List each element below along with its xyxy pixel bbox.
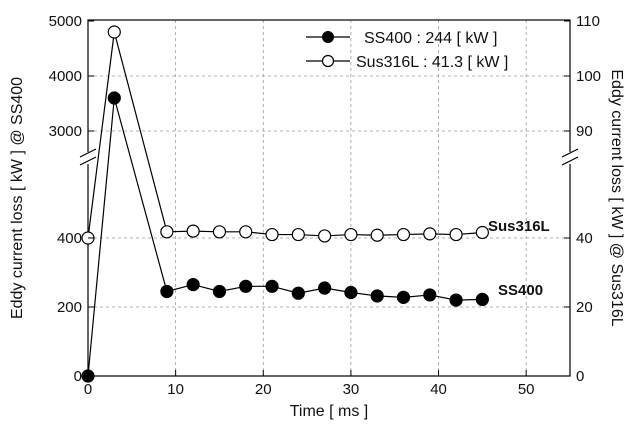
x-tick-label: 20 bbox=[255, 381, 272, 398]
x-tick-label: 10 bbox=[167, 381, 184, 398]
axis-break-slash bbox=[79, 148, 97, 158]
data-point-ss400 bbox=[265, 279, 279, 293]
axis-break-slash bbox=[561, 156, 579, 166]
right-y-tick-label: 100 bbox=[576, 68, 601, 85]
data-point-sus316l bbox=[318, 229, 332, 243]
data-point-sus316l bbox=[107, 25, 121, 39]
data-point-ss400 bbox=[475, 292, 489, 307]
plot-frame bbox=[87, 19, 571, 377]
series-line-ss400 bbox=[87, 97, 483, 377]
left-y-tick-label: 200 bbox=[57, 299, 82, 316]
right-y-tick-label: 110 bbox=[576, 13, 600, 30]
axis-break-slash bbox=[561, 148, 579, 158]
data-point-ss400 bbox=[344, 285, 358, 300]
series-end-label-ss400: SS400 bbox=[498, 282, 543, 299]
right-y-tick-label: 20 bbox=[576, 299, 593, 316]
data-point-sus316l bbox=[396, 227, 411, 242]
data-point-ss400 bbox=[239, 279, 253, 293]
x-tick-label: 30 bbox=[343, 381, 360, 398]
right-y-tick-label: 90 bbox=[576, 123, 593, 140]
series-end-label-sus316l: Sus316L bbox=[488, 218, 550, 235]
data-point-ss400 bbox=[291, 286, 305, 300]
data-point-sus316l bbox=[475, 225, 489, 240]
left-y-axis-label: Eddy current loss [ kW ] @ SS400 bbox=[9, 77, 26, 319]
legend-marker-sus316l bbox=[321, 54, 335, 68]
legend-marker-ss400 bbox=[322, 31, 334, 43]
left-y-tick-label: 4000 bbox=[49, 68, 82, 85]
axis-break-marks bbox=[79, 148, 579, 166]
data-point-sus316l bbox=[423, 227, 437, 241]
data-point-sus316l bbox=[344, 227, 358, 242]
data-point-sus316l bbox=[265, 227, 279, 242]
data-point-sus316l bbox=[239, 225, 253, 239]
data-point-ss400 bbox=[186, 277, 200, 292]
data-point-sus316l bbox=[449, 227, 463, 242]
legend-label-sus316l: Sus316L : 41.3 [ kW ] bbox=[356, 54, 508, 71]
data-point-ss400 bbox=[107, 91, 121, 105]
data-point-ss400 bbox=[449, 293, 463, 307]
data-point-ss400 bbox=[318, 281, 332, 295]
left-y-tick-label: 5000 bbox=[49, 13, 82, 30]
data-point-ss400 bbox=[160, 284, 174, 299]
left-y-tick-label: 400 bbox=[57, 230, 82, 247]
series-layer bbox=[81, 25, 489, 383]
data-point-sus316l bbox=[370, 228, 384, 242]
tick-layer: 0 10 20 30 40 50 0 200 400 3000 4000 5000 0 20 40 90 100… bbox=[49, 13, 601, 398]
x-tick-label: 40 bbox=[430, 381, 447, 398]
x-tick-label: 50 bbox=[518, 381, 535, 398]
x-axis-label: Time [ ms ] bbox=[290, 403, 369, 420]
grid-layer bbox=[88, 20, 570, 376]
data-point-ss400 bbox=[396, 290, 411, 304]
legend-label-ss400: SS400 : 244 [ kW ] bbox=[364, 30, 497, 47]
data-point-ss400 bbox=[212, 284, 227, 299]
left-y-tick-label: 0 bbox=[74, 368, 82, 385]
data-point-ss400 bbox=[370, 289, 384, 303]
legend: SS400 : 244 [ kW ] Sus316L : 41.3 [ kW ] bbox=[306, 30, 508, 71]
x-tick-label: 0 bbox=[84, 381, 92, 398]
data-point-sus316l bbox=[212, 225, 227, 239]
data-point-sus316l bbox=[291, 227, 305, 242]
axis-break-slash bbox=[79, 156, 97, 166]
right-y-tick-label: 40 bbox=[576, 230, 593, 247]
right-y-axis-label: Eddy current loss [ kW ] @ Sus316L bbox=[608, 69, 625, 326]
left-y-tick-label: 3000 bbox=[49, 123, 82, 140]
data-point-ss400 bbox=[423, 288, 437, 302]
right-y-tick-label: 0 bbox=[576, 368, 584, 385]
data-point-sus316l bbox=[160, 225, 174, 239]
data-point-sus316l bbox=[186, 224, 200, 238]
